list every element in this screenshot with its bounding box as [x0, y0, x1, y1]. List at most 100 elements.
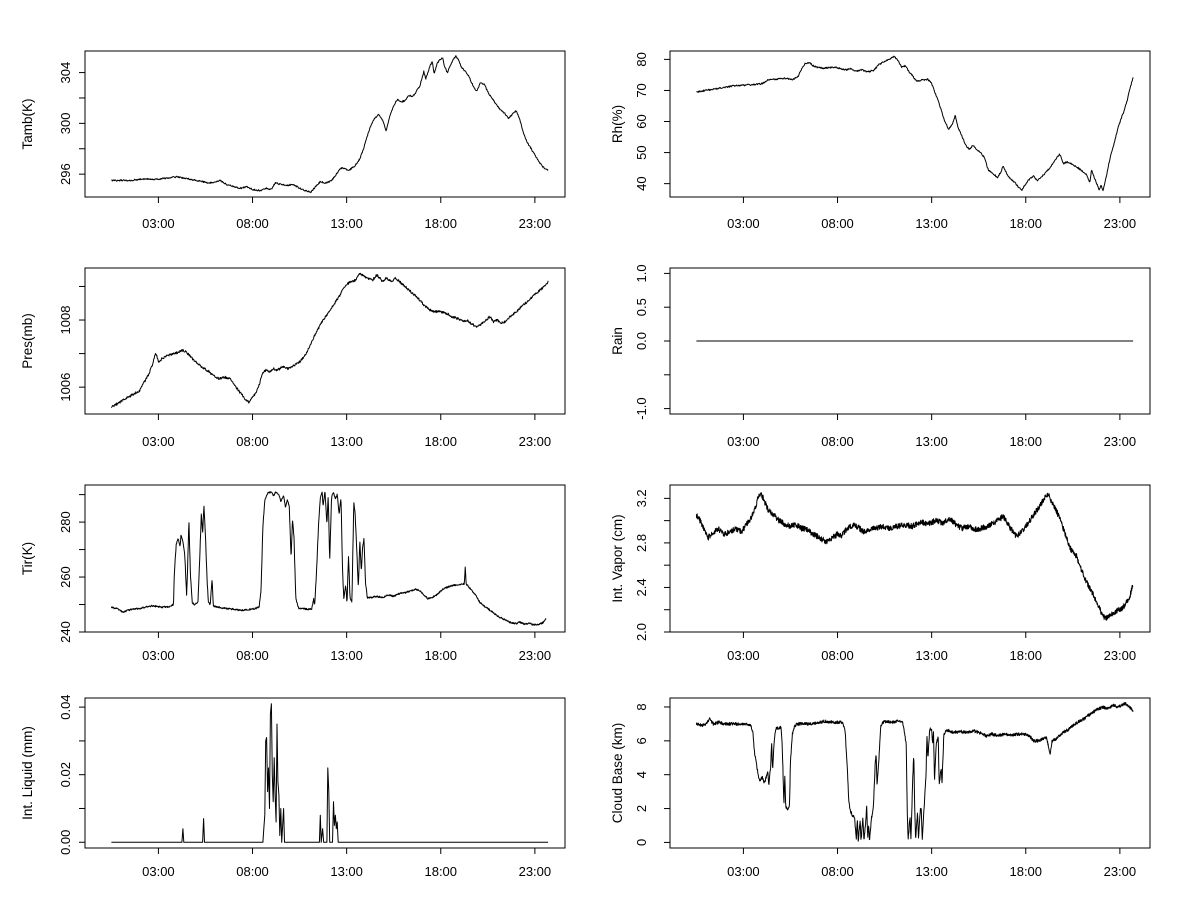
x-tick-label: 03:00	[727, 648, 760, 663]
y-tick-label: 0	[634, 839, 649, 846]
y-tick-label: 2.8	[634, 534, 649, 552]
x-tick-label: 03:00	[727, 434, 760, 449]
x-tick-label: 23:00	[519, 216, 552, 231]
x-tick-label: 23:00	[519, 864, 552, 879]
y-tick-label: 0.00	[58, 830, 73, 855]
y-tick-label: 2.0	[634, 623, 649, 641]
tamb-panel: 03:00 08:00 13:00 18:00 23:00 296 300 304 Tamb(K…	[20, 50, 566, 231]
x-tick-label: 23:00	[1104, 434, 1137, 449]
tamb-series-line	[111, 55, 549, 194]
y-tick-label: 1.0	[634, 264, 649, 282]
vapor-ylabel: Int. Vapor (cm)	[610, 514, 625, 602]
y-tick-label: 6	[634, 737, 649, 744]
x-tick-label: 13:00	[915, 648, 948, 663]
x-tick-label: 08:00	[236, 864, 269, 879]
cloud-plot-box	[669, 697, 1151, 849]
y-tick-label: 240	[58, 621, 73, 643]
rain-ylabel: Rain	[610, 327, 625, 355]
liquid-series-line	[111, 703, 549, 843]
y-tick-label: 2	[634, 805, 649, 812]
y-tick-label: 260	[58, 566, 73, 588]
liquid-plot-box	[84, 697, 566, 849]
rh-ylabel: Rh(%)	[610, 105, 625, 143]
x-tick-label: 03:00	[142, 648, 175, 663]
rh-series-line	[696, 55, 1134, 192]
y-tick-label: 80	[634, 52, 649, 66]
y-tick-label: 2.4	[634, 578, 649, 596]
liquid-ylabel: Int. Liquid (mm)	[20, 726, 35, 820]
x-tick-label: 13:00	[330, 648, 363, 663]
cloud-panel: 03:00 08:00 13:00 18:00 23:00 0 2 4 6 8 Cloud Base…	[610, 697, 1151, 879]
pres-ylabel: Pres(mb)	[20, 313, 35, 369]
y-tick-label: 0.02	[58, 762, 73, 787]
x-tick-label: 18:00	[424, 648, 457, 663]
tamb-ylabel: Tamb(K)	[20, 98, 35, 149]
x-tick-label: 13:00	[915, 434, 948, 449]
rh-plot-box	[669, 50, 1151, 198]
y-tick-label: 304	[58, 62, 73, 84]
cloud-series-line	[695, 702, 1134, 842]
x-tick-label: 23:00	[1104, 216, 1137, 231]
x-tick-label: 18:00	[1009, 216, 1042, 231]
y-tick-label: 1006	[58, 373, 73, 402]
vapor-series-line	[695, 492, 1134, 621]
x-tick-label: 08:00	[236, 648, 269, 663]
y-tick-label: 0.04	[58, 694, 73, 719]
y-tick-label: 1008	[58, 306, 73, 335]
pres-series-line	[110, 272, 549, 408]
liquid-panel: 03:00 08:00 13:00 18:00 23:00 0.00 0.02 0.04 Int…	[20, 694, 566, 879]
x-tick-label: 18:00	[1009, 434, 1042, 449]
x-tick-label: 08:00	[821, 648, 854, 663]
vapor-plot-box	[669, 484, 1151, 633]
cloud-ylabel: Cloud Base (km)	[610, 723, 625, 824]
x-tick-label: 18:00	[424, 434, 457, 449]
tir-ylabel: Tir(K)	[20, 542, 35, 575]
y-tick-label: 300	[58, 113, 73, 135]
x-tick-label: 23:00	[519, 434, 552, 449]
y-tick-label: 0.0	[634, 332, 649, 350]
y-tick-label: 40	[634, 176, 649, 190]
vapor-panel: 03:00 08:00 13:00 18:00 23:00 2.0 2.4 2.8 3.2 Int…	[610, 484, 1151, 663]
x-tick-label: 08:00	[821, 216, 854, 231]
rh-panel: 03:00 08:00 13:00 18:00 23:00 40 50 60 70 80 Rh(%)	[610, 50, 1151, 231]
x-tick-label: 23:00	[1104, 648, 1137, 663]
x-tick-label: 03:00	[727, 864, 760, 879]
x-tick-label: 08:00	[236, 434, 269, 449]
x-tick-label: 03:00	[142, 434, 175, 449]
tamb-plot-box	[84, 50, 566, 198]
x-tick-label: 18:00	[424, 216, 457, 231]
x-tick-label: 03:00	[142, 216, 175, 231]
x-tick-label: 08:00	[821, 864, 854, 879]
x-tick-label: 13:00	[330, 864, 363, 879]
tir-plot-box	[84, 484, 566, 633]
y-tick-label: 50	[634, 145, 649, 159]
y-tick-label: 3.2	[634, 489, 649, 507]
y-tick-label: 8	[634, 703, 649, 710]
x-tick-label: 13:00	[915, 864, 948, 879]
x-tick-label: 13:00	[330, 434, 363, 449]
x-tick-label: 23:00	[519, 648, 552, 663]
y-tick-label: 4	[634, 771, 649, 778]
x-tick-label: 18:00	[1009, 864, 1042, 879]
x-tick-label: 23:00	[1104, 864, 1137, 879]
x-tick-label: 13:00	[915, 216, 948, 231]
y-tick-label: -1.0	[634, 397, 649, 419]
x-tick-label: 08:00	[821, 434, 854, 449]
y-tick-label: 296	[58, 163, 73, 185]
pres-panel: 03:00 08:00 13:00 18:00 23:00 1006 1008 Pres(mb…	[20, 267, 566, 449]
pres-plot-box	[84, 267, 566, 415]
x-tick-label: 18:00	[1009, 648, 1042, 663]
y-tick-label: 60	[634, 114, 649, 128]
y-tick-label: 0.5	[634, 298, 649, 316]
y-tick-label: 280	[58, 511, 73, 533]
x-tick-label: 18:00	[424, 864, 457, 879]
y-tick-label: 70	[634, 83, 649, 97]
x-tick-label: 08:00	[236, 216, 269, 231]
tir-series-line	[110, 491, 547, 626]
rain-panel: 03:00 08:00 13:00 18:00 23:00 -1.0 0.0 0.5 1.0 Ra…	[610, 264, 1151, 449]
x-tick-label: 03:00	[727, 216, 760, 231]
x-tick-label: 13:00	[330, 216, 363, 231]
tir-panel: 03:00 08:00 13:00 18:00 23:00 240 260 280 Tir(K)	[20, 484, 566, 663]
